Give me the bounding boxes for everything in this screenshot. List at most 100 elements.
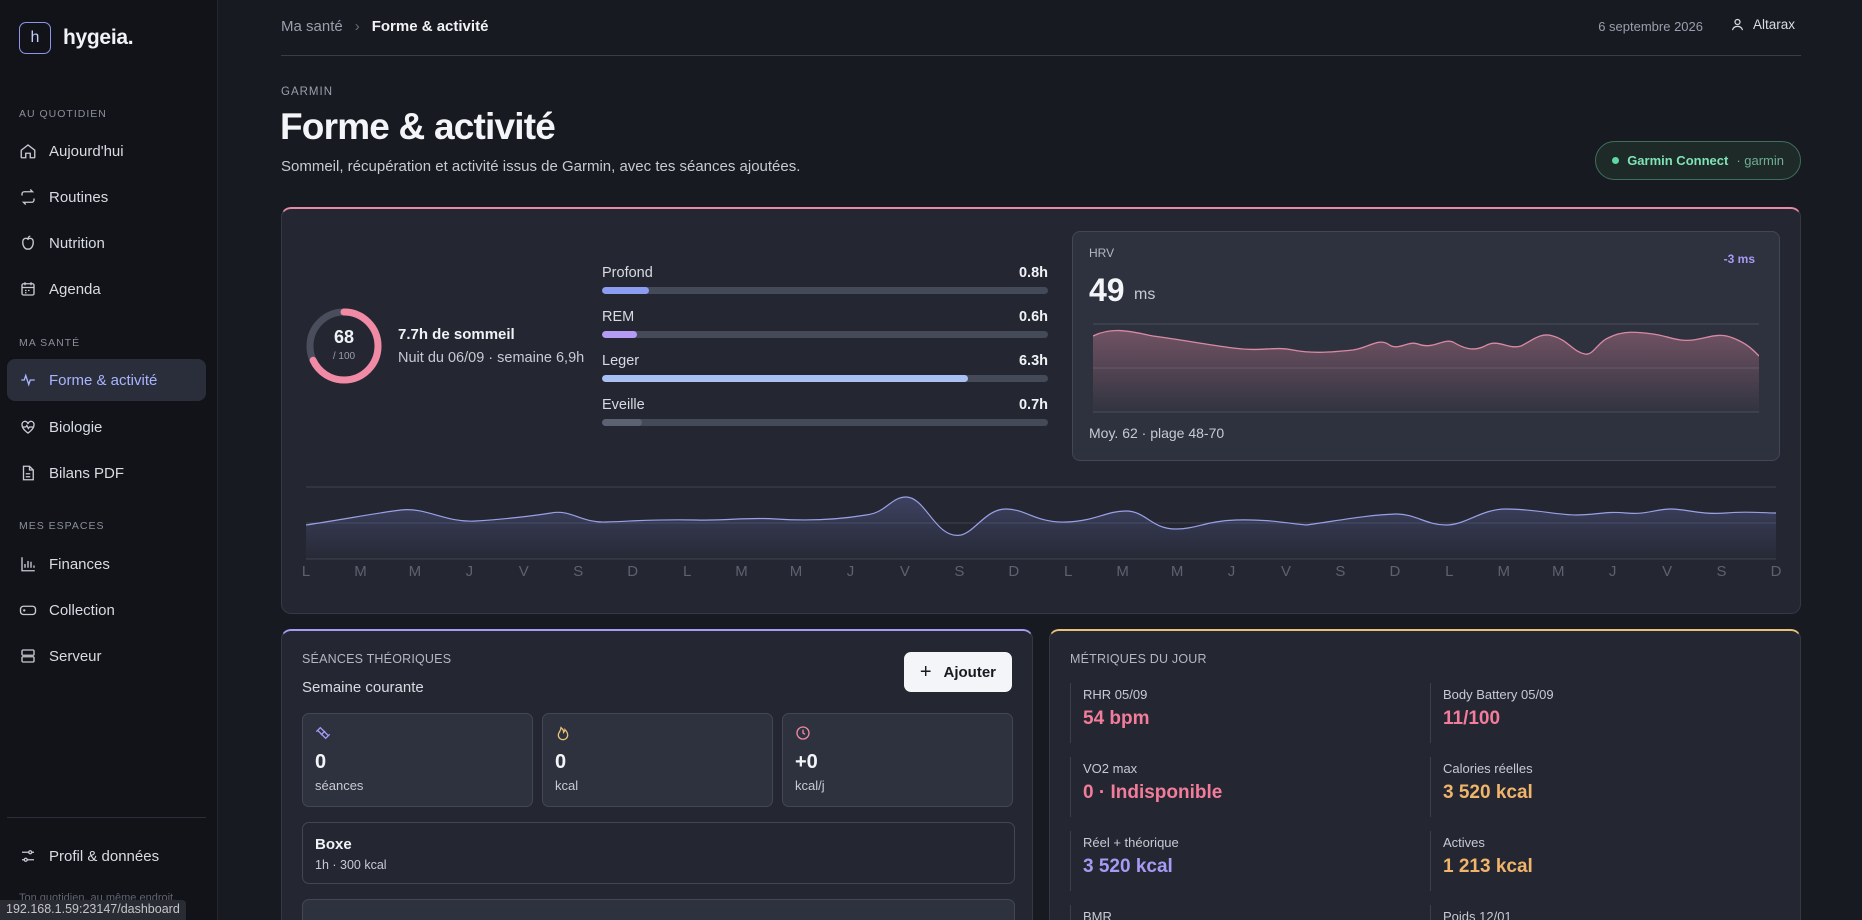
trend-day-label: M bbox=[1497, 563, 1511, 580]
hrv-area bbox=[1093, 330, 1759, 412]
sidebar-item-collection[interactable]: Collection bbox=[7, 589, 206, 631]
hrv-unit: ms bbox=[1134, 286, 1156, 303]
sidebar-item-label: Bilans PDF bbox=[49, 464, 125, 482]
hrv-sparkline bbox=[1093, 323, 1759, 413]
user-menu[interactable]: Altarax bbox=[1730, 17, 1795, 32]
repeat-icon bbox=[21, 189, 35, 205]
trend-day-label: V bbox=[518, 563, 529, 580]
phase-value: 0.6h bbox=[1018, 309, 1048, 325]
sleep-card: 68 / 100 7.7h de sommeil Nuit du 06/09 ·… bbox=[281, 207, 1801, 614]
trend-day-label: S bbox=[1716, 563, 1727, 580]
seances-subtitle: Semaine courante bbox=[302, 679, 424, 696]
phase-name: Eveille bbox=[602, 397, 645, 413]
sidebar-item-serveur[interactable]: Serveur bbox=[7, 635, 206, 677]
page-eyebrow: GARMIN bbox=[281, 86, 333, 98]
server-icon bbox=[21, 649, 35, 663]
garmin-connection-badge[interactable]: Garmin Connect · garmin bbox=[1595, 141, 1801, 180]
sidebar-item-label: Collection bbox=[49, 601, 115, 619]
trend-day-label: J bbox=[1608, 563, 1617, 580]
trend-day-label: S bbox=[1335, 563, 1346, 580]
metric-label: BMR bbox=[1083, 909, 1112, 920]
sidebar-item-finances[interactable]: Finances bbox=[7, 543, 206, 585]
session-item[interactable] bbox=[302, 899, 1015, 920]
sidebar-item-nutrition[interactable]: Nutrition bbox=[7, 222, 206, 264]
hrv-label: HRV bbox=[1089, 246, 1115, 260]
user-name: Altarax bbox=[1752, 17, 1795, 32]
sidebar-item-bilans-pdf[interactable]: Bilans PDF bbox=[7, 452, 206, 494]
sidebar-item-profil[interactable]: Profil & données bbox=[7, 835, 206, 877]
metric-value: 54 bpm bbox=[1083, 708, 1150, 729]
brand[interactable]: h hygeia. bbox=[19, 22, 134, 54]
add-session-button[interactable]: + Ajouter bbox=[903, 652, 1012, 692]
metric-rhr: RHR 05/09 54 bpm bbox=[1070, 683, 1410, 743]
hrv-line bbox=[1093, 329, 1759, 357]
stat-value: 0 bbox=[555, 751, 567, 773]
sleep-night-info: Nuit du 06/09 · semaine 6,9h bbox=[398, 350, 585, 366]
trend-day-label: L bbox=[682, 563, 692, 580]
hrv-value: 49 bbox=[1089, 272, 1125, 308]
breadcrumb: Ma santé › Forme & activité bbox=[281, 18, 488, 35]
stat-kcal-per-day: +0 kcal/j bbox=[782, 713, 1013, 807]
phase-fill bbox=[602, 331, 637, 338]
nav-section-title: MES ESPACES bbox=[19, 520, 105, 532]
trend-area bbox=[306, 497, 1776, 559]
breadcrumb-link[interactable]: Ma santé bbox=[281, 18, 343, 35]
sidebar-item-forme-activite[interactable]: Forme & activité bbox=[7, 359, 206, 401]
sidebar-item-biologie[interactable]: Biologie bbox=[7, 406, 206, 448]
add-session-label: Ajouter bbox=[943, 663, 997, 681]
metric-value: 3 520 kcal bbox=[1443, 782, 1533, 803]
sleep-trend-chart bbox=[306, 486, 1776, 560]
metric-label: Body Battery 05/09 bbox=[1443, 687, 1554, 702]
calendar-icon bbox=[21, 282, 35, 296]
session-item[interactable]: Boxe 1h · 300 kcal bbox=[302, 822, 1015, 884]
sidebar-item-label: Serveur bbox=[49, 647, 102, 665]
metric-value: 3 520 kcal bbox=[1083, 856, 1173, 877]
phase-value: 0.8h bbox=[1018, 265, 1048, 281]
hrv-delta: -3 ms bbox=[1723, 252, 1755, 266]
connection-label: Garmin Connect bbox=[1627, 153, 1729, 168]
seances-card: SÉANCES THÉORIQUES Semaine courante + Aj… bbox=[281, 629, 1033, 920]
sidebar-item-routines[interactable]: Routines bbox=[7, 176, 206, 218]
sidebar-item-label: Forme & activité bbox=[49, 371, 158, 389]
trend-day-label: D bbox=[1770, 563, 1782, 580]
trend-day-label: L bbox=[301, 563, 311, 580]
stat-unit: séances bbox=[315, 778, 364, 793]
trend-day-label: S bbox=[954, 563, 965, 580]
metric-value: 11/100 bbox=[1443, 708, 1501, 729]
trend-day-label: M bbox=[408, 563, 422, 580]
sidebar-item-aujourdhui[interactable]: Aujourd'hui bbox=[7, 130, 206, 172]
sidebar-item-label: Biologie bbox=[49, 418, 103, 436]
phase-track bbox=[602, 419, 1048, 426]
sidebar-item-agenda[interactable]: Agenda bbox=[7, 268, 206, 310]
phase-fill bbox=[602, 287, 649, 294]
phase-track bbox=[602, 287, 1048, 294]
sleep-phase-leger: Leger 6.3h bbox=[602, 353, 1048, 382]
sidebar-item-label: Aujourd'hui bbox=[49, 142, 124, 160]
metric-label: Calories réelles bbox=[1443, 761, 1533, 776]
sleep-phase-eveille: Eveille 0.7h bbox=[602, 397, 1048, 426]
phase-fill bbox=[602, 375, 968, 382]
page-title: Forme & activité bbox=[280, 106, 556, 147]
apple-icon bbox=[22, 235, 34, 250]
home-icon bbox=[20, 144, 36, 159]
trend-day-label: D bbox=[1389, 563, 1401, 580]
trend-day-label: D bbox=[627, 563, 639, 580]
metric-label: VO2 max bbox=[1083, 761, 1138, 776]
bar-chart-icon bbox=[21, 557, 35, 572]
phase-name: Profond bbox=[602, 265, 653, 281]
hrv-footer: Moy. 62 · plage 48-70 bbox=[1089, 425, 1225, 441]
score-ring-arc bbox=[306, 308, 382, 384]
metric-label: Réel + théorique bbox=[1083, 835, 1179, 850]
document-icon bbox=[22, 465, 34, 481]
metric-label: Actives bbox=[1443, 835, 1485, 850]
stat-seances: 0 séances bbox=[302, 713, 533, 807]
brand-logo: h bbox=[19, 22, 51, 54]
sleep-score-ring: 68 / 100 bbox=[305, 307, 383, 385]
page-subtitle: Sommeil, récupération et activité issus … bbox=[281, 158, 801, 175]
sidebar-item-label: Profil & données bbox=[49, 847, 160, 865]
sleep-phase-profond: Profond 0.8h bbox=[602, 265, 1048, 294]
sidebar-item-label: Nutrition bbox=[49, 234, 105, 252]
metric-poids: Poids 12/01 bbox=[1430, 905, 1770, 920]
phase-value: 6.3h bbox=[1018, 353, 1048, 369]
gamepad-icon bbox=[19, 605, 37, 616]
